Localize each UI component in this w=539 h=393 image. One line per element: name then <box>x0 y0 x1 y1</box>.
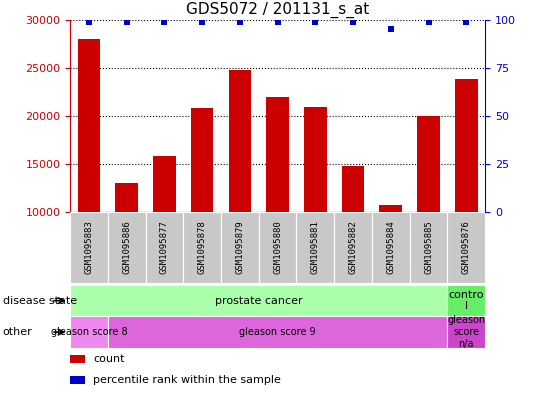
Text: GSM1095884: GSM1095884 <box>386 221 395 274</box>
Bar <box>334 212 372 283</box>
Bar <box>70 212 108 283</box>
Text: percentile rank within the sample: percentile rank within the sample <box>93 375 281 385</box>
Text: other: other <box>3 327 32 337</box>
Text: GSM1095883: GSM1095883 <box>85 221 93 274</box>
Text: GSM1095885: GSM1095885 <box>424 221 433 274</box>
Bar <box>447 212 485 283</box>
Text: GSM1095876: GSM1095876 <box>462 221 471 274</box>
Bar <box>70 355 85 363</box>
Text: prostate cancer: prostate cancer <box>215 296 302 306</box>
Bar <box>447 316 485 348</box>
Bar <box>455 79 478 212</box>
Bar <box>266 97 289 212</box>
Text: disease state: disease state <box>3 296 77 306</box>
Text: GSM1095880: GSM1095880 <box>273 221 282 274</box>
Bar <box>153 156 176 212</box>
Bar <box>259 212 296 283</box>
Bar <box>372 212 410 283</box>
Bar <box>78 39 100 212</box>
Text: gleason
score
n/a: gleason score n/a <box>447 316 485 349</box>
Bar <box>221 212 259 283</box>
Bar <box>410 212 447 283</box>
Bar <box>304 107 327 212</box>
Text: GSM1095878: GSM1095878 <box>198 221 206 274</box>
Bar <box>417 116 440 212</box>
Bar <box>342 166 364 212</box>
Text: GSM1095881: GSM1095881 <box>311 221 320 274</box>
Bar <box>379 204 402 212</box>
Text: count: count <box>93 354 125 364</box>
Bar <box>108 212 146 283</box>
Text: contro
l: contro l <box>448 290 484 311</box>
Text: GSM1095877: GSM1095877 <box>160 221 169 274</box>
Bar <box>70 316 108 348</box>
Bar <box>447 285 485 316</box>
Bar <box>183 212 221 283</box>
Bar <box>229 70 251 212</box>
Text: GSM1095882: GSM1095882 <box>349 221 357 274</box>
Bar <box>296 212 334 283</box>
Bar <box>70 376 85 384</box>
Bar <box>115 183 138 212</box>
Bar <box>108 316 447 348</box>
Bar <box>146 212 183 283</box>
Bar <box>191 108 213 212</box>
Text: GSM1095886: GSM1095886 <box>122 221 131 274</box>
Title: GDS5072 / 201131_s_at: GDS5072 / 201131_s_at <box>186 2 369 18</box>
Text: gleason score 9: gleason score 9 <box>239 327 316 337</box>
Text: GSM1095879: GSM1095879 <box>236 221 244 274</box>
Text: gleason score 8: gleason score 8 <box>51 327 127 337</box>
